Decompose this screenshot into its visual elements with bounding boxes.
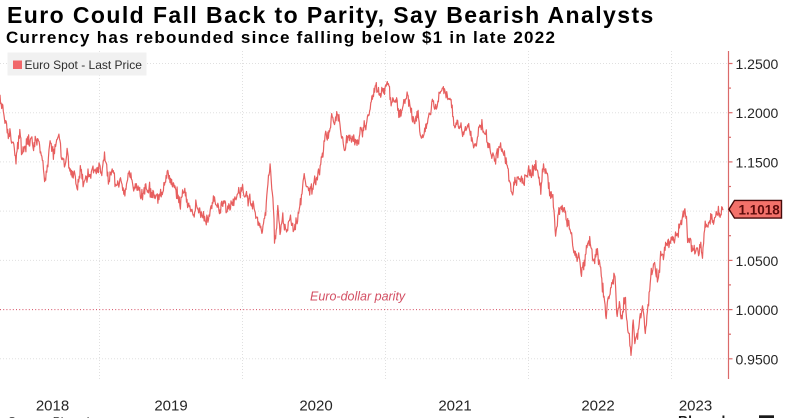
svg-text:1.1018: 1.1018 bbox=[739, 202, 781, 217]
svg-text:2023: 2023 bbox=[679, 398, 712, 415]
svg-text:Bloomberg: Bloomberg bbox=[678, 413, 752, 418]
svg-text:Euro Spot - Last Price: Euro Spot - Last Price bbox=[25, 58, 143, 72]
svg-text:1.0000: 1.0000 bbox=[736, 302, 779, 318]
svg-text:1.2000: 1.2000 bbox=[736, 105, 779, 121]
svg-text:2018: 2018 bbox=[36, 398, 69, 415]
svg-text:1.0500: 1.0500 bbox=[736, 253, 779, 269]
svg-text:0.9500: 0.9500 bbox=[736, 351, 779, 367]
svg-text:1.2500: 1.2500 bbox=[736, 56, 779, 72]
svg-text:2019: 2019 bbox=[154, 398, 187, 415]
svg-text:2022: 2022 bbox=[581, 398, 614, 415]
svg-text:Source: Bloomberg: Source: Bloomberg bbox=[8, 415, 111, 418]
svg-text:Euro-dollar parity: Euro-dollar parity bbox=[310, 290, 406, 304]
svg-text:2020: 2020 bbox=[299, 398, 332, 415]
svg-text:2021: 2021 bbox=[438, 398, 471, 415]
svg-text:1.1500: 1.1500 bbox=[736, 154, 779, 170]
